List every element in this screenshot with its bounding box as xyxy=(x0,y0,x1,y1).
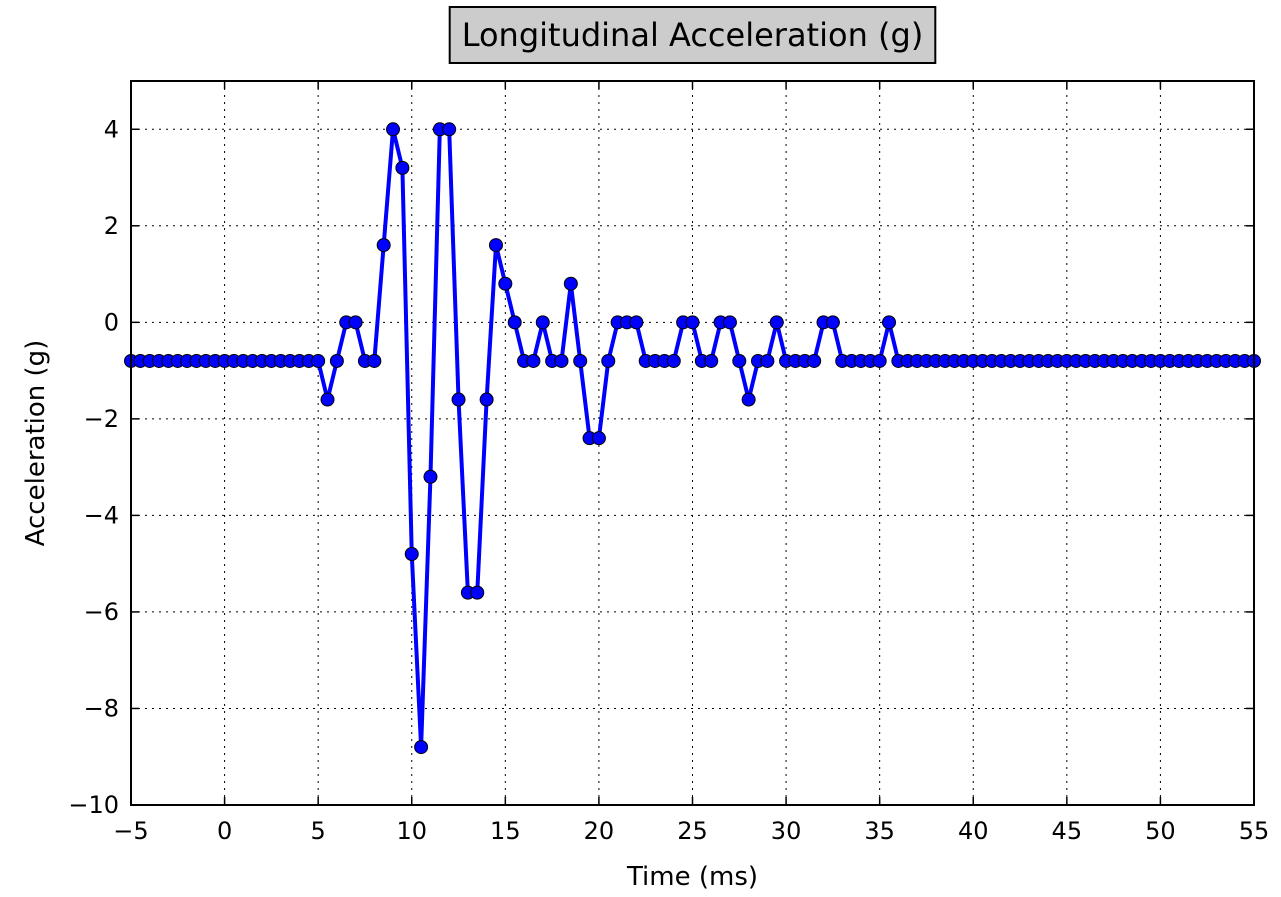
y-tick-label: 2 xyxy=(104,212,119,240)
x-tick-label: −5 xyxy=(113,817,148,845)
data-point xyxy=(414,740,429,755)
x-tick-label: 50 xyxy=(1145,817,1176,845)
data-series xyxy=(124,122,1261,755)
data-point xyxy=(563,276,578,291)
data-point xyxy=(760,353,775,368)
data-point xyxy=(591,431,606,446)
data-point xyxy=(526,353,541,368)
data-point xyxy=(311,353,326,368)
title-box-background xyxy=(448,6,937,64)
y-tick-label: −10 xyxy=(68,791,119,819)
x-tick-label: 40 xyxy=(958,817,989,845)
data-point xyxy=(722,315,737,330)
data-point xyxy=(479,392,494,407)
data-point xyxy=(395,160,410,175)
y-axis-label: Acceleration (g) xyxy=(21,340,51,547)
x-tick-label: 20 xyxy=(584,817,615,845)
data-point xyxy=(329,353,344,368)
x-tick-label: 15 xyxy=(490,817,521,845)
data-point xyxy=(488,238,503,253)
data-point xyxy=(741,392,756,407)
data-point xyxy=(807,353,822,368)
y-tick-label: −8 xyxy=(84,694,119,722)
y-tick-labels: −10 −8 −6 −4 −2 0 2 4 xyxy=(68,115,119,819)
x-tick-label: 45 xyxy=(1052,817,1083,845)
x-tick-labels: −5 0 5 10 15 20 25 30 35 40 45 50 55 xyxy=(113,817,1269,845)
x-axis-label: Time (ms) xyxy=(626,862,758,892)
chart-title-box: Longitudinal Acceleration (g) xyxy=(448,6,937,64)
x-tick-label: 55 xyxy=(1239,817,1270,845)
y-tick-label: 4 xyxy=(104,115,119,143)
x-tick-label: 10 xyxy=(396,817,427,845)
y-tick-label: −6 xyxy=(84,598,119,626)
data-point xyxy=(507,315,522,330)
x-tick-label: 0 xyxy=(217,817,232,845)
data-point xyxy=(685,315,700,330)
data-point xyxy=(423,469,438,484)
data-point xyxy=(769,315,784,330)
data-point xyxy=(573,353,588,368)
grid-lines xyxy=(131,81,1254,805)
x-tick-label: 25 xyxy=(677,817,708,845)
data-point xyxy=(386,122,401,137)
data-point xyxy=(554,353,569,368)
data-point xyxy=(872,353,887,368)
y-tick-label: −4 xyxy=(84,501,119,529)
data-point xyxy=(704,353,719,368)
data-point xyxy=(882,315,897,330)
data-point xyxy=(666,353,681,368)
data-point xyxy=(498,276,513,291)
x-tick-label: 35 xyxy=(864,817,895,845)
data-point xyxy=(320,392,335,407)
plot-frame xyxy=(130,80,1255,806)
data-point xyxy=(601,353,616,368)
y-tick-label: 0 xyxy=(104,308,119,336)
axis-ticks xyxy=(130,81,1255,806)
data-point xyxy=(376,238,391,253)
data-point xyxy=(732,353,747,368)
data-point xyxy=(535,315,550,330)
data-point xyxy=(470,585,485,600)
x-tick-label: 5 xyxy=(311,817,326,845)
x-tick-label: 30 xyxy=(771,817,802,845)
data-point xyxy=(629,315,644,330)
y-tick-label: −2 xyxy=(84,405,119,433)
data-point xyxy=(442,122,457,137)
chart-title: Longitudinal Acceleration (g) xyxy=(462,16,924,54)
data-point xyxy=(825,315,840,330)
data-point xyxy=(348,315,363,330)
data-point xyxy=(451,392,466,407)
data-point xyxy=(404,547,419,562)
data-point xyxy=(367,353,382,368)
